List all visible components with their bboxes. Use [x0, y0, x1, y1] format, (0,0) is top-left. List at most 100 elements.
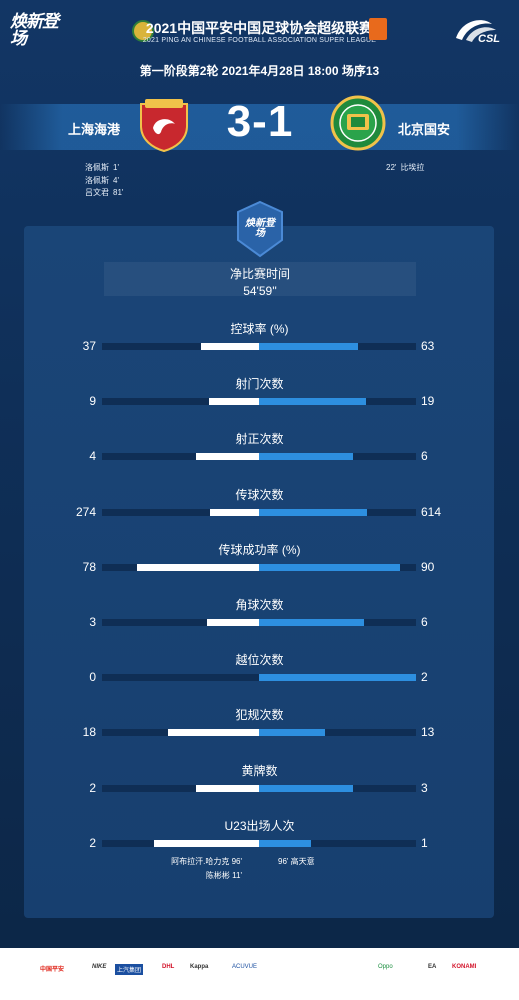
u23-player-name: 阿布拉汗.哈力克 [171, 857, 230, 866]
sponsor-logo: ACUVUE [232, 964, 258, 970]
scorer-minute: 22' [386, 163, 397, 172]
away-stat-bar [259, 509, 367, 516]
u23-player-name: 高天意 [290, 857, 315, 866]
sponsor-logo: 中国平安 [40, 967, 65, 973]
stat-bar-track [102, 619, 416, 626]
away-stat-bar [259, 785, 353, 792]
scorer-minute: 1' [113, 163, 119, 172]
away-team-crest-icon [330, 95, 386, 151]
title-sponsor-icon [369, 18, 387, 40]
home-stat-bar [207, 619, 259, 626]
scorer-name: 吕文君 [85, 188, 109, 197]
stat-bar-track [102, 453, 416, 460]
away-stat-bar [259, 840, 311, 847]
home-stat-bar [196, 785, 259, 792]
match-info: 第一阶段第2轮 2021年4月28日 18:00 场序13 [139, 64, 380, 78]
stats-panel [24, 226, 494, 918]
panel-badge-text: 焕新登场 [245, 218, 275, 239]
csl-logo-icon [456, 20, 496, 42]
home-stat-bar [154, 840, 259, 847]
stat-label: 黄牌数 [241, 764, 278, 778]
home-team-crest-icon [140, 99, 188, 152]
away-stat-value: 6 [421, 615, 428, 629]
home-stat-value: 78 [82, 560, 96, 574]
stat-bar-track [102, 785, 416, 792]
home-stat-value: 274 [75, 505, 96, 519]
home-stat-bar [209, 398, 259, 405]
net-time-value: 54'59'' [243, 284, 277, 298]
stat-bar-track [102, 674, 416, 681]
scorer-minute: 81' [113, 188, 124, 197]
home-stat-value: 37 [82, 339, 96, 353]
sponsor-logo: NIKE [92, 964, 107, 970]
scorer-row: 洛佩斯 4' [85, 175, 123, 188]
home-stat-value: 4 [89, 449, 96, 463]
league-subtitle: 2021 PING AN CHINESE FOOTBALL ASSOCIATIO… [142, 37, 377, 44]
away-stat-value: 19 [421, 394, 435, 408]
away-stat-value: 3 [421, 781, 428, 795]
sponsor-logo: Oppo [378, 964, 393, 970]
csl-logo-text: CSL [478, 33, 500, 45]
away-stat-value: 63 [421, 339, 435, 353]
scorer-minute: 4' [113, 175, 119, 185]
away-stat-value: 614 [421, 505, 442, 519]
home-stat-value: 0 [89, 670, 96, 684]
u23-player-row: 阿布拉汗.哈力克 96' [136, 855, 242, 869]
home-stat-value: 18 [82, 725, 96, 739]
scorer-row: 22' 比埃拉 [386, 162, 424, 175]
score-band [0, 104, 519, 150]
scorer-name: 洛佩斯 [85, 163, 109, 172]
away-stat-bar [259, 729, 325, 736]
scorer-name: 洛佩斯 [85, 175, 109, 185]
away-stat-value: 13 [421, 725, 435, 739]
sponsor-logo: DHL [162, 964, 175, 970]
u23-player-row: 陈彬彬 11' [136, 869, 242, 883]
sponsor-logo: EA [428, 964, 437, 970]
sponsor-logo: 上汽集团 [115, 964, 144, 975]
home-stat-bar [210, 509, 259, 516]
stat-label: 越位次数 [235, 653, 284, 667]
away-scorers: 22' 比埃拉 [386, 162, 424, 175]
stat-bar-track [102, 564, 416, 571]
away-stat-bar [259, 343, 358, 350]
stat-bar-track [102, 729, 416, 736]
net-time-box: 净比赛时间 54'59'' [104, 262, 416, 298]
stat-label: U23出场人次 [224, 819, 295, 833]
net-time-label: 净比赛时间 [229, 267, 290, 281]
u23-away-players: 96' 高天意 [278, 855, 315, 869]
stat-label: 犯规次数 [235, 708, 284, 722]
stat-bar-track [102, 840, 416, 847]
home-scorers: 洛佩斯 1' 洛佩斯 4' 吕文君 81' [85, 162, 123, 200]
sponsor-footer: 中国平安 NIKE 上汽集团 DHL Kappa ACUVUE Oppo EA … [0, 948, 519, 1000]
away-stat-value: 90 [421, 560, 435, 574]
u23-player-minute: 96' [278, 857, 289, 866]
sponsor-logo: Kappa [190, 964, 209, 970]
home-stat-value: 9 [89, 394, 96, 408]
away-stat-bar [259, 564, 400, 571]
stat-label: 射正次数 [235, 432, 284, 446]
scorer-row: 吕文君 81' [85, 187, 123, 200]
u23-home-players: 阿布拉汗.哈力克 96' 陈彬彬 11' [136, 855, 242, 883]
stat-label: 角球次数 [235, 598, 284, 612]
away-stat-value: 2 [421, 670, 428, 684]
away-stat-bar [259, 398, 366, 405]
away-stat-bar [259, 453, 353, 460]
stat-label: 射门次数 [235, 377, 284, 391]
home-stat-bar [168, 729, 259, 736]
sponsor-logo: KONAMI [452, 964, 477, 970]
u23-player-name: 陈彬彬 [205, 871, 230, 880]
away-stat-value: 1 [421, 836, 428, 850]
home-stat-bar [196, 453, 259, 460]
scorer-row: 洛佩斯 1' [85, 162, 123, 175]
stat-bar-track [102, 509, 416, 516]
league-title: 2021中国平安中国足球协会超级联赛 [145, 20, 374, 36]
home-stat-value: 2 [89, 781, 96, 795]
away-stat-value: 6 [421, 449, 428, 463]
scorer-name: 比埃拉 [400, 163, 425, 172]
panel-badge-icon [237, 200, 283, 258]
home-stat-bar [201, 343, 259, 350]
stat-label: 传球次数 [235, 488, 284, 502]
brand-logo: 焕新登场 [10, 12, 59, 49]
cfa-emblem-icon [132, 20, 154, 42]
